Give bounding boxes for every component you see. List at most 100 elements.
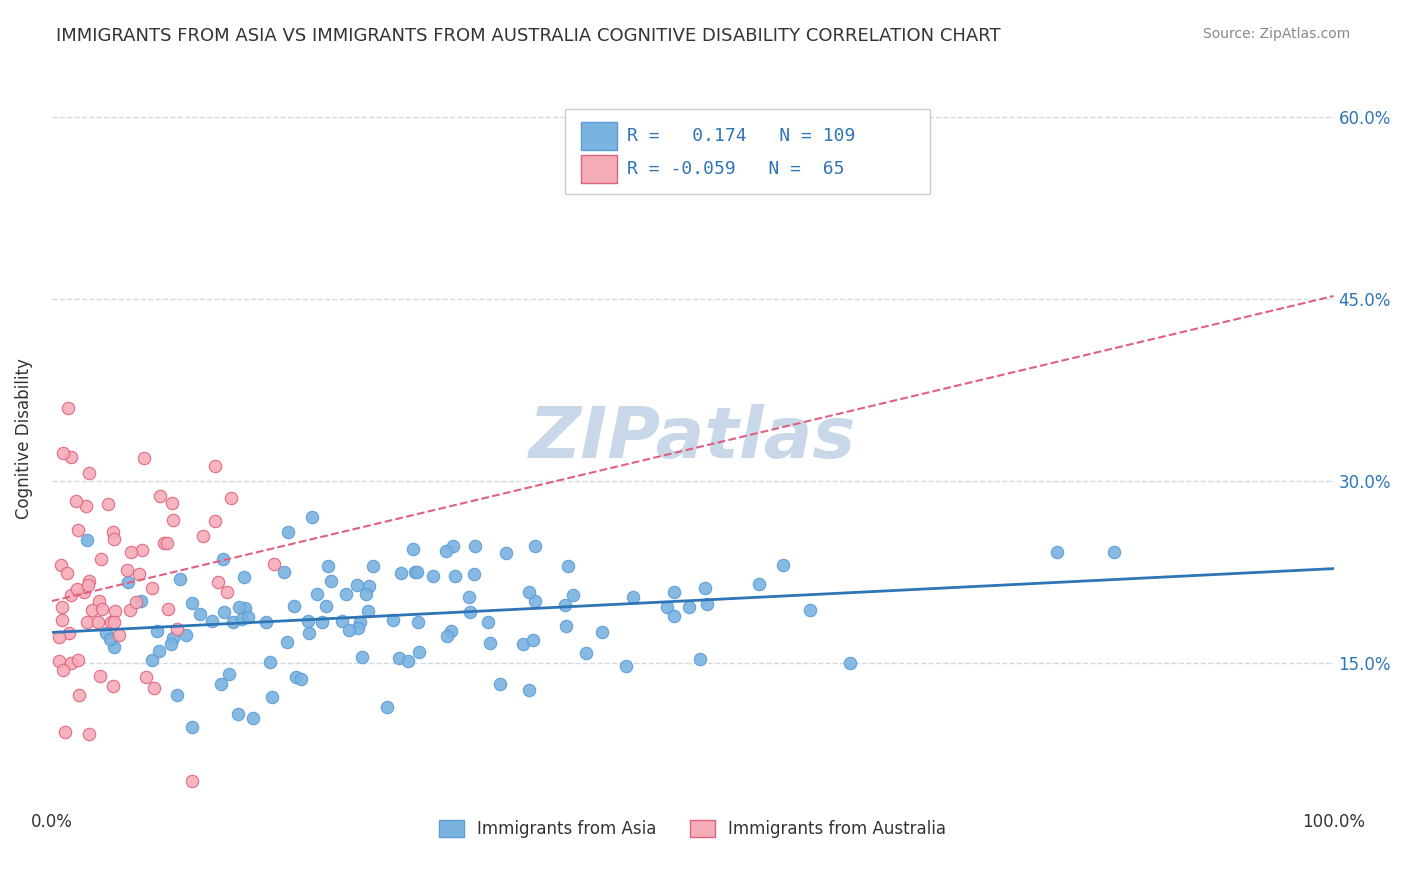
Text: ZIPatlas: ZIPatlas: [529, 404, 856, 473]
Point: [422, 568, 444, 582]
Legend: Immigrants from Asia, Immigrants from Australia: Immigrants from Asia, Immigrants from Au…: [432, 813, 953, 845]
Point: [201, 614, 224, 628]
Point: [375, 700, 398, 714]
Point: [495, 546, 517, 560]
Point: [101, 524, 124, 539]
Point: [65, 582, 87, 596]
Point: [76, 533, 98, 548]
Point: [90, 602, 112, 616]
Point: [155, 535, 177, 549]
Point: [330, 615, 353, 629]
Point: [678, 599, 700, 614]
Point: [87, 594, 110, 608]
Point: [405, 566, 427, 580]
Point: [748, 576, 770, 591]
Text: R =   0.174   N = 109: R = 0.174 N = 109: [627, 127, 856, 145]
Point: [457, 591, 479, 605]
Point: [662, 608, 685, 623]
Point: [153, 536, 176, 550]
Point: [60, 657, 83, 671]
Point: [396, 654, 419, 668]
Point: [52, 663, 75, 677]
Point: [259, 655, 281, 669]
Point: [1102, 545, 1125, 559]
Point: [94, 625, 117, 640]
Point: [621, 591, 644, 605]
Point: [554, 618, 576, 632]
Point: [357, 579, 380, 593]
Point: [157, 602, 180, 616]
Point: [689, 652, 711, 666]
Point: [443, 569, 465, 583]
Point: [236, 610, 259, 624]
Point: [131, 594, 153, 608]
Point: [591, 625, 613, 640]
Point: [75, 499, 97, 513]
Point: [477, 615, 499, 629]
Point: [772, 558, 794, 572]
Point: [404, 566, 426, 580]
FancyBboxPatch shape: [564, 109, 929, 194]
Point: [228, 599, 250, 614]
Point: [406, 615, 429, 629]
Point: [131, 542, 153, 557]
Point: [56, 566, 79, 580]
Point: [166, 688, 188, 702]
Point: [128, 567, 150, 582]
Point: [103, 615, 125, 629]
Point: [77, 574, 100, 589]
Point: [51, 600, 73, 615]
Point: [440, 624, 463, 639]
Point: [181, 774, 204, 789]
Point: [58, 626, 80, 640]
Point: [149, 489, 172, 503]
Point: [316, 559, 339, 574]
Point: [260, 690, 283, 704]
Point: [79, 466, 101, 480]
Point: [174, 628, 197, 642]
Point: [100, 615, 122, 629]
Point: [67, 523, 90, 537]
Point: [104, 604, 127, 618]
Point: [160, 637, 183, 651]
Point: [382, 613, 405, 627]
Point: [181, 595, 204, 609]
Point: [215, 584, 238, 599]
Point: [346, 577, 368, 591]
Point: [489, 676, 512, 690]
Point: [695, 581, 717, 595]
Point: [524, 594, 547, 608]
Point: [242, 710, 264, 724]
FancyBboxPatch shape: [581, 155, 617, 183]
Point: [1046, 545, 1069, 559]
Point: [512, 637, 534, 651]
Point: [226, 707, 249, 722]
Point: [838, 656, 860, 670]
Text: R = -0.059   N =  65: R = -0.059 N = 65: [627, 161, 845, 178]
Point: [77, 727, 100, 741]
Point: [799, 602, 821, 616]
Text: IMMIGRANTS FROM ASIA VS IMMIGRANTS FROM AUSTRALIA COGNITIVE DISABILITY CORRELATI: IMMIGRANTS FROM ASIA VS IMMIGRANTS FROM …: [56, 27, 1001, 45]
Text: Source: ZipAtlas.com: Source: ZipAtlas.com: [1202, 27, 1350, 41]
Point: [301, 510, 323, 524]
Point: [337, 623, 360, 637]
Point: [231, 612, 253, 626]
Point: [388, 650, 411, 665]
Point: [148, 644, 170, 658]
Point: [141, 652, 163, 666]
Point: [517, 584, 540, 599]
Point: [82, 603, 104, 617]
Point: [554, 598, 576, 612]
Point: [235, 601, 257, 615]
Point: [263, 557, 285, 571]
Point: [204, 514, 226, 528]
Point: [53, 724, 76, 739]
Point: [657, 599, 679, 614]
FancyBboxPatch shape: [581, 122, 617, 150]
Point: [517, 683, 540, 698]
Point: [166, 622, 188, 636]
Point: [67, 653, 90, 667]
Point: [115, 563, 138, 577]
Point: [285, 670, 308, 684]
Point: [321, 574, 343, 588]
